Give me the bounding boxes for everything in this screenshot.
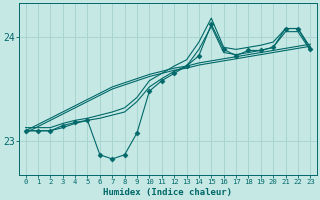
X-axis label: Humidex (Indice chaleur): Humidex (Indice chaleur) — [103, 188, 232, 197]
